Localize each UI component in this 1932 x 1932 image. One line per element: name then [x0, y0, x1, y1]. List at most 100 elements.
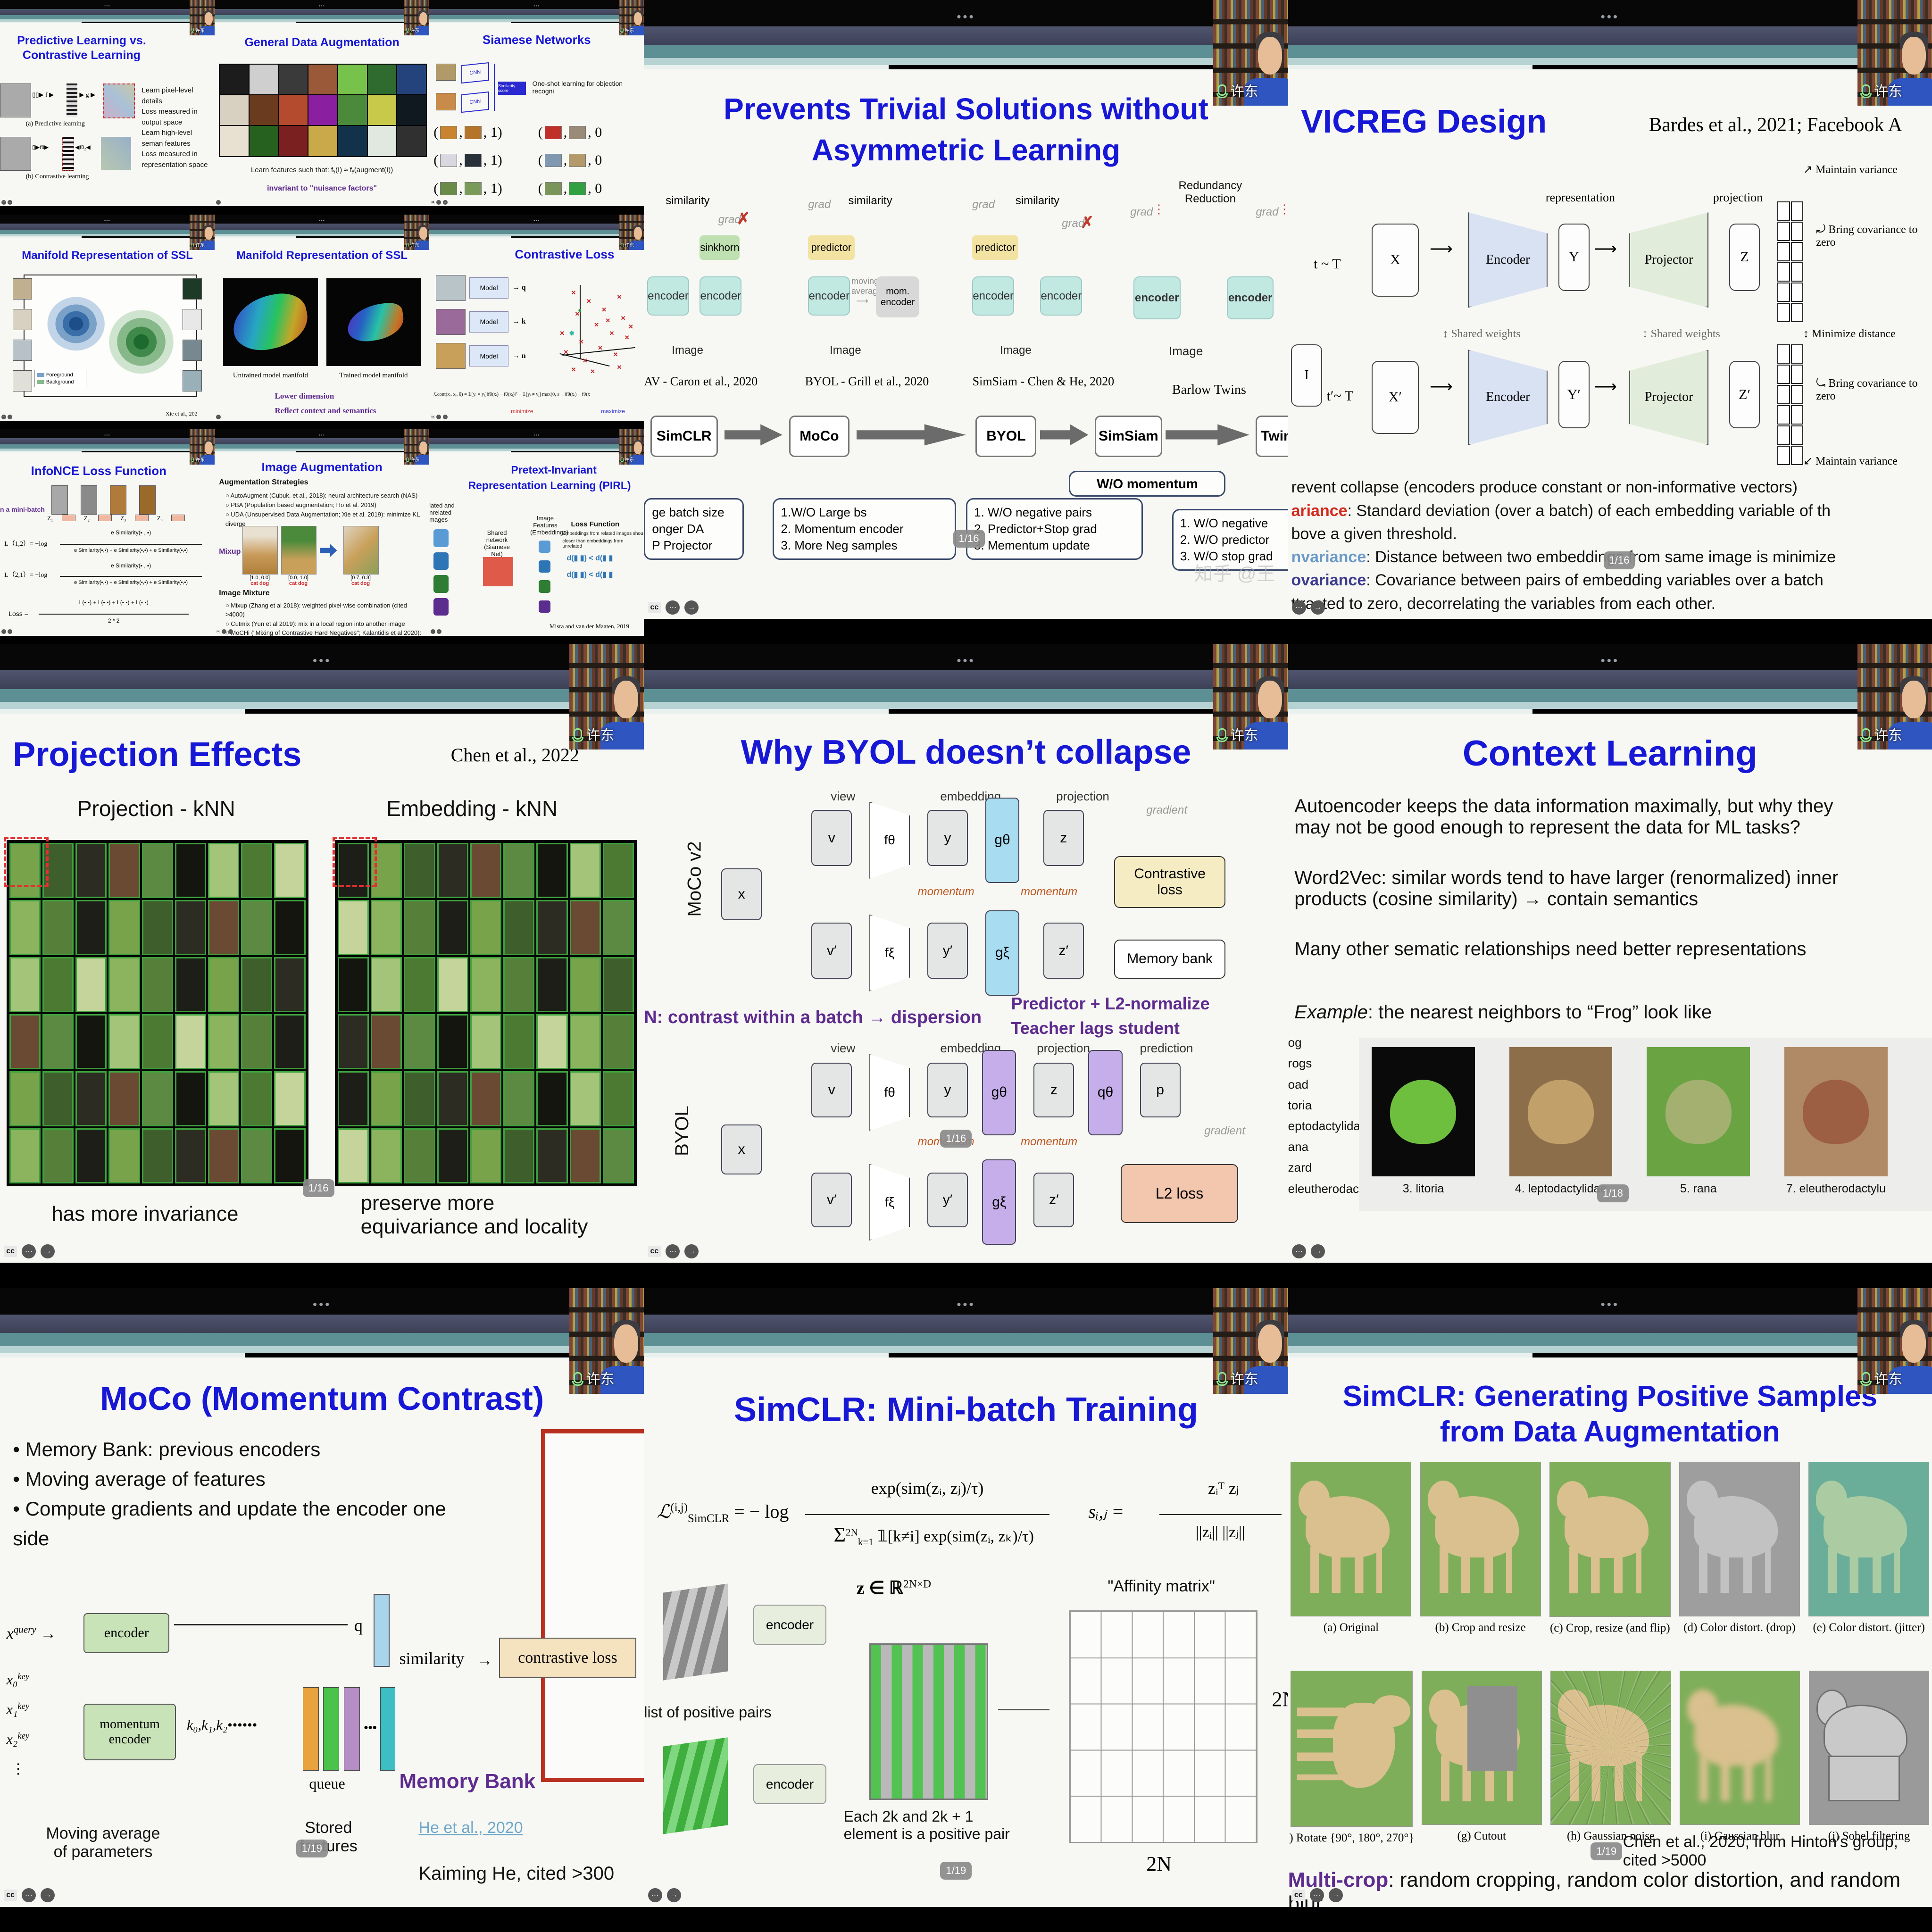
- webcam-thumbnail[interactable]: 许东: [1213, 644, 1288, 750]
- webcam-thumbnail[interactable]: 许东: [1857, 0, 1932, 106]
- webcam-thumbnail[interactable]: 许东: [1213, 0, 1288, 106]
- more-button[interactable]: ⋯: [1, 200, 6, 205]
- more-button[interactable]: ⋯: [430, 629, 435, 634]
- next-button[interactable]: →: [1328, 1888, 1343, 1903]
- more-button[interactable]: ⋯: [216, 200, 221, 205]
- knn-thumb: [208, 1014, 240, 1069]
- cc-button[interactable]: cc: [216, 630, 221, 634]
- slide-infonce: InfoNCE Loss Function n a mini-batch Z₁ …: [0, 452, 215, 636]
- more-button[interactable]: ⋯: [436, 415, 441, 420]
- list-item: ○ MoCHi ("Mixing of Contrastive Hard Neg…: [225, 629, 422, 636]
- webcam-thumbnail[interactable]: 许东: [404, 215, 430, 250]
- cc-button[interactable]: cc: [648, 1245, 661, 1257]
- menu-dots-icon[interactable]: •••: [104, 432, 111, 437]
- menu-dots-icon[interactable]: •••: [313, 653, 332, 667]
- webcam-thumbnail[interactable]: 许东: [1857, 1288, 1932, 1394]
- knn-thumb: [274, 1128, 306, 1183]
- next-button[interactable]: →: [40, 1888, 55, 1903]
- z-box: z: [1043, 810, 1084, 866]
- webcam-thumbnail[interactable]: 许东: [569, 644, 644, 750]
- cc-button[interactable]: cc: [4, 1245, 17, 1257]
- webcam-thumbnail[interactable]: 许东: [190, 215, 215, 250]
- menu-dots-icon[interactable]: •••: [1600, 653, 1619, 667]
- menu-dots-icon[interactable]: •••: [1600, 9, 1619, 24]
- menu-dots-icon[interactable]: •••: [533, 217, 540, 223]
- citation-link[interactable]: He et al., 2020: [418, 1819, 523, 1837]
- window-topbar[interactable]: •••: [0, 0, 215, 9]
- next-button[interactable]: →: [8, 629, 13, 634]
- webcam-thumbnail[interactable]: 许东: [404, 429, 430, 465]
- augmented-dog-figure: (a) Original: [1291, 1462, 1412, 1665]
- mic-icon: [620, 242, 624, 248]
- more-button[interactable]: ⋯: [1, 415, 6, 420]
- menu-dots-icon[interactable]: •••: [1600, 1297, 1619, 1312]
- more-button[interactable]: ⋯: [666, 600, 680, 615]
- next-button[interactable]: →: [666, 1888, 681, 1903]
- menu-dots-icon[interactable]: •••: [957, 653, 975, 667]
- webcam-thumbnail[interactable]: 许东: [190, 0, 215, 35]
- next-button[interactable]: →: [684, 1244, 699, 1258]
- menu-dots-icon[interactable]: •••: [104, 3, 111, 8]
- webcam-thumbnail[interactable]: 许东: [619, 0, 644, 35]
- next-button[interactable]: →: [684, 600, 699, 615]
- webcam-thumbnail[interactable]: 许东: [1213, 1288, 1288, 1394]
- negative-point: ✕: [628, 323, 633, 331]
- slide-title-line2: Contrastive Learning: [22, 49, 141, 62]
- webcam-thumbnail[interactable]: 许东: [1857, 644, 1932, 750]
- frog-image: [1784, 1047, 1888, 1176]
- more-button[interactable]: ⋯: [1291, 1244, 1306, 1258]
- next-button[interactable]: →: [40, 1244, 55, 1258]
- more-button[interactable]: ⋯: [436, 200, 441, 205]
- arrow: ⟶: [1430, 240, 1453, 258]
- cc-button[interactable]: cc: [430, 415, 435, 419]
- webcam-thumbnail[interactable]: 许东: [569, 1288, 644, 1394]
- gradient-label: gradient: [1204, 1124, 1245, 1137]
- next-button[interactable]: →: [1310, 1244, 1325, 1258]
- next-button[interactable]: →: [228, 629, 233, 634]
- arrow: ▶ g ▶: [79, 91, 96, 98]
- sij-lhs: sᵢ,ⱼ =: [1088, 1500, 1124, 1522]
- menu-dots-icon[interactable]: •••: [319, 217, 325, 223]
- cc-button[interactable]: cc: [1291, 1890, 1305, 1901]
- more-button[interactable]: ⋯: [666, 1244, 680, 1258]
- next-button[interactable]: →: [442, 415, 448, 420]
- more-button[interactable]: ⋯: [21, 1244, 36, 1258]
- menu-dots-icon[interactable]: •••: [533, 3, 540, 8]
- more-button[interactable]: ⋯: [1309, 1888, 1324, 1903]
- more-button[interactable]: ⋯: [216, 415, 221, 420]
- more-button[interactable]: ⋯: [21, 1888, 36, 1903]
- webcam-thumbnail[interactable]: 许东: [404, 0, 430, 35]
- webcam-thumbnail[interactable]: 许东: [619, 215, 644, 250]
- menu-dots-icon[interactable]: •••: [957, 1297, 975, 1312]
- more-button[interactable]: ⋯: [1, 629, 6, 634]
- gray-view-stack: [663, 1583, 728, 1681]
- more-button[interactable]: ⋯: [648, 1888, 662, 1903]
- list-item: rogs: [1288, 1056, 1312, 1071]
- tile: [249, 64, 278, 94]
- next-button[interactable]: →: [8, 200, 13, 205]
- more-button[interactable]: ⋯: [222, 629, 227, 634]
- menu-dots-icon[interactable]: •••: [957, 9, 975, 24]
- knn-thumb: [404, 1128, 435, 1183]
- player-controls[interactable]: ⋯ →: [1, 200, 13, 205]
- cc-button[interactable]: cc: [4, 1890, 17, 1901]
- menu-dots-icon[interactable]: •••: [319, 3, 325, 8]
- menu-dots-icon[interactable]: •••: [319, 432, 325, 437]
- menu-dots-icon[interactable]: •••: [533, 432, 540, 437]
- knn-thumb: [437, 842, 468, 898]
- menu-dots-icon[interactable]: •••: [313, 1297, 332, 1312]
- cc-button[interactable]: cc: [430, 200, 435, 205]
- next-button[interactable]: →: [442, 200, 448, 205]
- more-button[interactable]: ⋯: [1291, 600, 1306, 615]
- next-button[interactable]: →: [8, 415, 13, 420]
- webcam-thumbnail[interactable]: 许东: [190, 429, 215, 465]
- menu-dots-icon[interactable]: •••: [104, 217, 111, 223]
- next-button[interactable]: →: [1310, 600, 1325, 615]
- cc-button[interactable]: cc: [648, 601, 661, 613]
- webcam-thumbnail[interactable]: 许东: [619, 429, 644, 465]
- t-label: t ~ T: [1314, 256, 1341, 272]
- contrastive-loss-box: Contrastive loss: [1114, 856, 1226, 908]
- next-button[interactable]: →: [437, 629, 442, 634]
- negative-point: ✕: [620, 315, 626, 322]
- paragraph-autoencoder: Autoencoder keeps the data information m…: [1294, 796, 1833, 838]
